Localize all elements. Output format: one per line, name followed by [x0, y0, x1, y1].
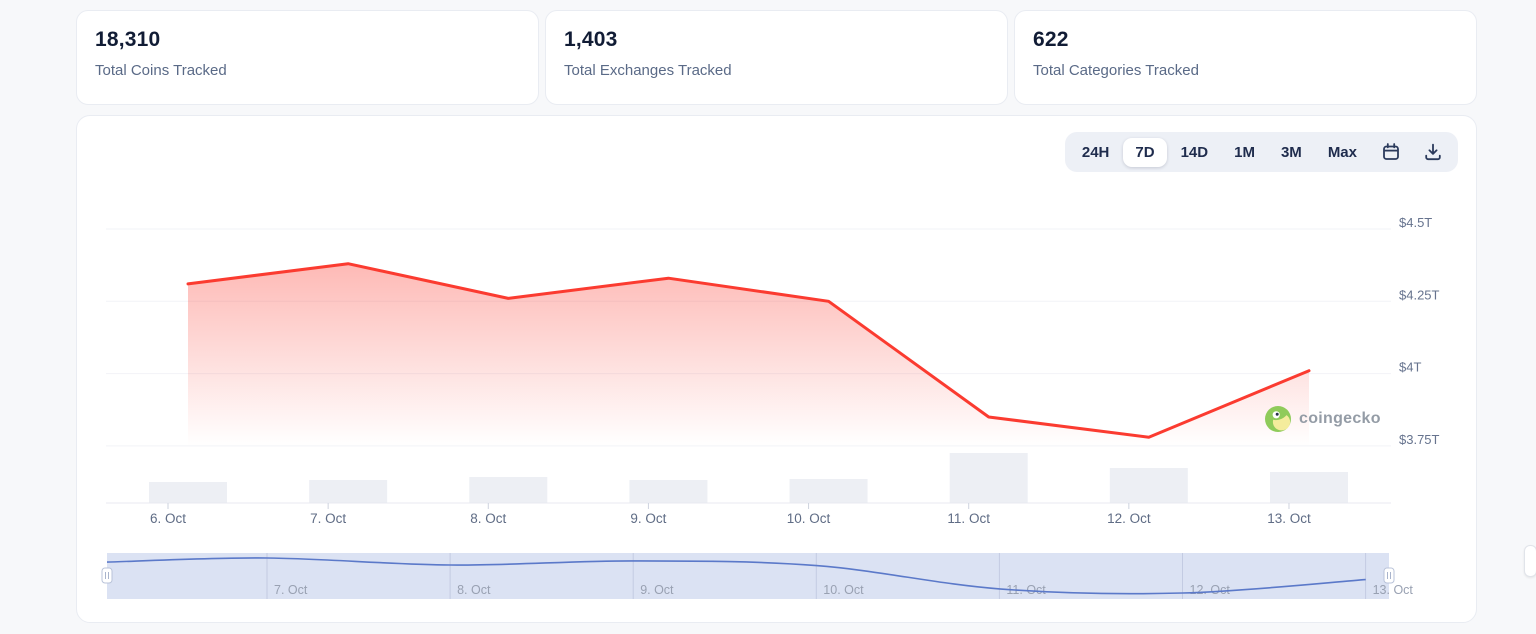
handle-grip-box: [101, 567, 113, 584]
range-button-3m[interactable]: 3M: [1269, 138, 1314, 167]
x-tick-label: 11. Oct: [947, 511, 990, 526]
navigator-date-label: 8. Oct: [457, 583, 491, 597]
navigator-band[interactable]: [107, 553, 1389, 599]
navigator-date-label: 13. Oct: [1373, 583, 1414, 597]
download-button[interactable]: [1413, 136, 1453, 168]
volume-bars: [149, 453, 1348, 503]
time-range-toolbar: 24H 7D 14D 1M 3M Max: [1064, 132, 1458, 172]
range-button-1m[interactable]: 1M: [1222, 138, 1267, 167]
x-tick-label: 12. Oct: [1107, 511, 1151, 526]
market-cap-chart-card: $4.5T $4.25T $4T $3.75T 6. Oct 7. Oct 8. Oct 9.…: [76, 115, 1477, 623]
market-cap-line: [186, 262, 1311, 439]
navigator-date-label: 9. Oct: [640, 583, 674, 597]
navigator-date-label: 12. Oct: [1190, 583, 1231, 597]
volume-bar: [149, 482, 227, 503]
navigator-labels: 7. Oct 8. Oct 9. Oct 10. Oct 11. Oct 12. Oct 1…: [274, 583, 1413, 597]
stats-row: 18,310 Total Coins Tracked 1,403 Total E…: [76, 10, 1477, 105]
y-tick-label: $4.25T: [1399, 287, 1440, 302]
y-tick-label: $3.75T: [1399, 432, 1440, 447]
scrollbar-thumb[interactable]: [1524, 545, 1536, 577]
volume-bar: [789, 479, 868, 503]
range-button-max[interactable]: Max: [1316, 138, 1369, 167]
market-cap-area: [188, 263, 1309, 446]
stat-value: 18,310: [95, 28, 161, 51]
stat-label: Total Categories Tracked: [1033, 62, 1199, 79]
volume-bar: [949, 453, 1028, 503]
volume-bar: [629, 480, 708, 503]
x-axis-labels: 6. Oct 7. Oct 8. Oct 9. Oct 10. Oct 11. Oct 12…: [150, 511, 1311, 526]
stat-card-total-exchanges: 1,403 Total Exchanges Tracked: [545, 10, 1008, 105]
y-axis-labels: $4.5T $4.25T $4T $3.75T: [1399, 215, 1440, 447]
stat-value: 622: [1033, 28, 1069, 51]
handle-grip-box: [1383, 567, 1395, 584]
stat-label: Total Exchanges Tracked: [564, 62, 732, 79]
stat-card-total-categories: 622 Total Categories Tracked: [1014, 10, 1477, 105]
x-tick-label: 10. Oct: [787, 511, 831, 526]
range-button-group: 24H 7D 14D 1M 3M Max: [1070, 137, 1369, 167]
volume-bar: [1109, 468, 1188, 503]
range-button-24h[interactable]: 24H: [1070, 138, 1122, 167]
range-navigator[interactable]: 7. Oct 8. Oct 9. Oct 10. Oct 11. Oct 12. Oct 1…: [101, 553, 1413, 599]
y-tick-label: $4T: [1399, 360, 1421, 375]
y-tick-label: $4.5T: [1399, 215, 1432, 230]
range-button-7d[interactable]: 7D: [1123, 137, 1167, 167]
calendar-button[interactable]: [1371, 136, 1411, 168]
x-axis-ticks: [167, 503, 1290, 509]
stat-card-total-coins: 18,310 Total Coins Tracked: [76, 10, 539, 105]
stat-label: Total Coins Tracked: [95, 62, 227, 79]
calendar-icon: [1383, 143, 1399, 160]
navigator-left-handle[interactable]: [101, 567, 113, 584]
navigator-date-label: 10. Oct: [823, 583, 864, 597]
stat-value: 1,403: [564, 28, 618, 51]
navigator-right-handle[interactable]: [1383, 567, 1395, 584]
x-tick-label: 6. Oct: [150, 511, 186, 526]
x-tick-label: 7. Oct: [310, 511, 346, 526]
volume-bar: [469, 477, 548, 503]
market-cap-chart: $4.5T $4.25T $4T $3.75T 6. Oct 7. Oct 8. Oct 9.…: [101, 215, 1440, 599]
navigator-line: [106, 557, 1366, 595]
x-tick-label: 13. Oct: [1267, 511, 1311, 526]
x-tick-label: 9. Oct: [630, 511, 666, 526]
range-button-14d[interactable]: 14D: [1169, 138, 1221, 167]
volume-bar: [309, 480, 388, 503]
x-tick-label: 8. Oct: [470, 511, 506, 526]
download-icon: [1425, 143, 1441, 161]
navigator-date-label: 7. Oct: [274, 583, 308, 597]
volume-bar: [1269, 472, 1348, 503]
